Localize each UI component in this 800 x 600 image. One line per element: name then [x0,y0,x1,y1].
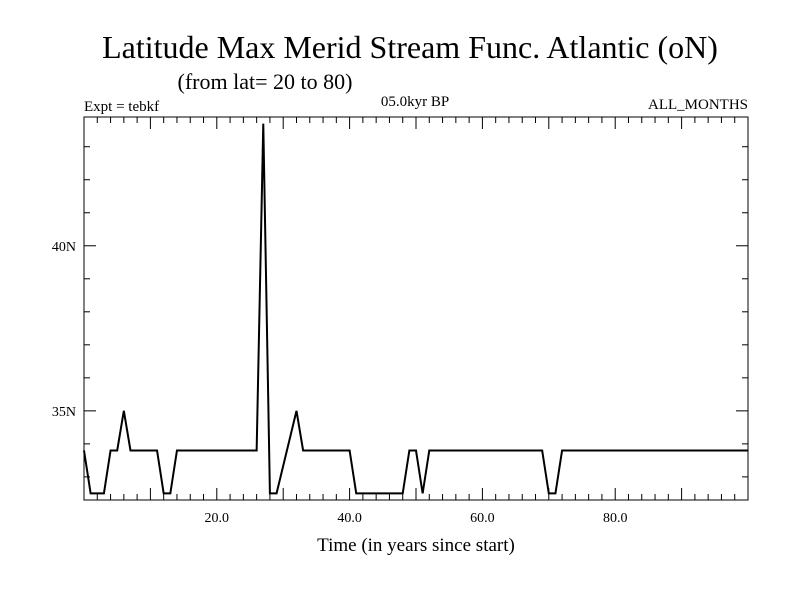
x-tick-label: 20.0 [205,511,230,526]
chart-subtitle: (from lat= 20 to 80) [178,69,353,94]
plot-frame [83,116,749,501]
series-line [83,123,748,495]
experiment-label: Expt = tebkf [84,99,159,115]
x-axis-label: Time (in years since start) [317,535,515,556]
x-tick-label: 80.0 [603,511,628,526]
period-label: 05.0kyr BP [381,94,449,110]
x-tick-label: 40.0 [337,511,362,526]
axis-tick-labels: 20.0 40.0 60.0 80.0 35N 40N [52,240,628,526]
months-label: ALL_MONTHS [648,97,748,113]
x-tick-label: 60.0 [470,511,495,526]
chart-title: Latitude Max Merid Stream Func. Atlantic… [102,29,718,65]
y-tick-label: 40N [52,240,76,255]
y-tick-label: 35N [52,405,76,420]
axis-ticks [84,117,748,500]
